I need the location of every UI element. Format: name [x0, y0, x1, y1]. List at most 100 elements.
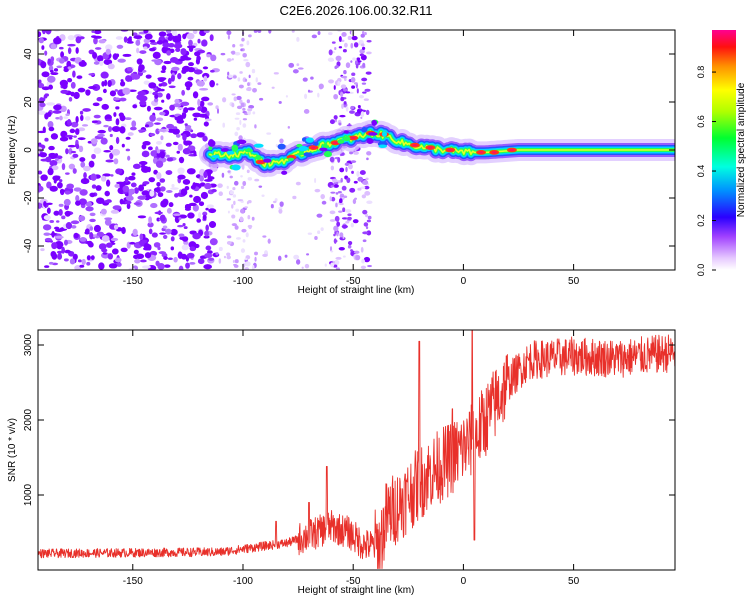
- spectrogram-peak-core: [509, 148, 515, 152]
- spectrogram-noise-blob: [59, 189, 65, 193]
- spectrogram-noise-blob: [208, 221, 217, 229]
- spectrogram-noise-blob: [77, 259, 82, 263]
- spectrogram-noise-blob: [111, 148, 121, 156]
- spectrogram-noise-blob: [108, 126, 113, 133]
- spectrogram-noise-blob: [142, 141, 151, 146]
- snr-xtick-label: -150: [123, 576, 143, 587]
- spectrogram-noise-blob: [356, 57, 361, 61]
- spectrogram-noise-blob: [63, 239, 68, 246]
- spectrogram-noise-blob: [333, 115, 338, 120]
- spectrogram-noise-blob: [333, 85, 336, 90]
- spectrogram-noise-blob: [63, 198, 71, 206]
- spectrogram-noise-blob: [366, 51, 372, 55]
- spectrogram-noise-blob: [238, 84, 244, 89]
- spectrogram-noise-blob: [193, 69, 203, 75]
- spectrogram-noise-blob: [100, 208, 107, 215]
- spectrogram-noise-blob: [68, 148, 73, 155]
- spectrogram-noise-blob: [203, 75, 208, 82]
- spectrogram-noise-blob: [364, 31, 367, 36]
- spectrogram-noise-blob: [227, 34, 230, 40]
- spectrogram-noise-blob: [281, 170, 288, 175]
- spectrogram-noise-blob: [236, 139, 247, 145]
- spectrogram-noise-blob: [339, 236, 346, 241]
- spectrogram-noise-blob: [203, 235, 210, 239]
- spectrogram-noise-blob: [292, 195, 297, 200]
- spectrogram-noise-blob: [58, 46, 64, 50]
- spectrogram-noise-blob: [351, 72, 356, 77]
- spectrogram-noise-blob: [333, 184, 339, 188]
- spectrogram-noise-blob: [78, 215, 86, 222]
- spectrogram-noise-blob: [306, 253, 310, 256]
- spectrogram-noise-blob: [255, 77, 258, 83]
- spectrogram-noise-blob: [89, 212, 96, 217]
- spectrogram-noise-blob: [232, 43, 236, 48]
- spectrogram-noise-blob: [164, 264, 171, 268]
- spectrogram-noise-blob: [201, 96, 210, 102]
- spectrogram-noise-blob: [252, 87, 257, 93]
- spectrogram-noise-blob: [198, 201, 205, 207]
- spectrogram-noise-blob: [181, 244, 189, 251]
- spectrogram-noise-blob: [333, 93, 339, 100]
- spectrogram-noise-blob: [122, 53, 132, 57]
- spectrogram-noise-blob: [188, 62, 194, 67]
- spectrogram-noise-blob: [353, 42, 359, 48]
- spectrogram-noise-blob: [207, 170, 211, 178]
- spectrogram-noise-blob: [85, 89, 91, 96]
- spectrogram-noise-blob: [244, 78, 248, 82]
- spectrogram-xtick-label: 50: [568, 276, 580, 287]
- spectrogram-noise-blob: [150, 203, 158, 209]
- spectrogram-noise-blob: [160, 82, 168, 87]
- spectrogram-noise-blob: [61, 163, 66, 171]
- spectrogram-noise-blob: [79, 237, 87, 242]
- spectrogram-noise-blob: [335, 192, 339, 195]
- spectrogram-noise-blob: [79, 189, 88, 196]
- spectrogram-noise-blob: [221, 172, 225, 178]
- spectrogram-noise-blob: [147, 146, 153, 151]
- spectrogram-noise-blob: [352, 57, 356, 61]
- spectrogram-noise-blob: [183, 140, 193, 146]
- spectrogram-noise-blob: [86, 261, 91, 266]
- spectrogram-noise-blob: [334, 46, 337, 51]
- spectrogram-noise-blob: [131, 73, 141, 80]
- spectrogram-noise-blob: [153, 242, 161, 248]
- spectrogram-noise-blob: [146, 105, 151, 112]
- spectrogram-noise-blob: [110, 209, 120, 214]
- spectrogram-noise-blob: [244, 149, 254, 153]
- spectrogram-noise-blob: [330, 262, 335, 268]
- spectrogram-noise-blob: [341, 217, 348, 220]
- spectrogram-noise-blob: [171, 30, 178, 37]
- spectrogram-noise-blob: [245, 61, 251, 68]
- spectrogram-noise-blob: [192, 232, 201, 240]
- spectrogram-noise-blob: [96, 55, 104, 62]
- colorbar-tick-label: 0.2: [696, 214, 706, 227]
- spectrogram-noise-blob: [177, 224, 184, 228]
- spectrogram-noise-blob: [88, 86, 97, 90]
- spectrogram-noise-blob: [359, 53, 365, 57]
- spectrogram-noise-blob: [226, 58, 232, 62]
- spectrogram-noise-blob: [321, 200, 327, 205]
- spectrogram-noise-blob: [67, 35, 75, 41]
- spectrogram-noise-blob: [257, 82, 262, 85]
- spectrogram-noise-blob: [119, 198, 124, 205]
- spectrogram-noise-blob: [102, 173, 111, 177]
- spectrogram-noise-blob: [163, 60, 172, 65]
- spectrogram-noise-blob: [85, 201, 92, 207]
- spectrogram-noise-blob: [93, 114, 101, 119]
- spectrogram-noise-blob: [63, 116, 69, 120]
- spectrogram-noise-blob: [60, 105, 67, 113]
- spectrogram-noise-blob: [337, 191, 342, 194]
- spectrogram-noise-blob: [366, 151, 372, 156]
- spectrogram-noise-blob: [242, 180, 247, 186]
- spectrogram-noise-blob: [203, 121, 209, 127]
- spectrogram-noise-blob: [133, 249, 139, 255]
- spectrogram-noise-blob: [360, 246, 364, 253]
- spectrogram-noise-blob: [365, 226, 369, 230]
- spectrogram-noise-blob: [356, 88, 359, 94]
- spectrogram-noise-blob: [307, 232, 313, 235]
- snr-ytick-label: 1000: [23, 483, 34, 506]
- spectrogram-noise-blob: [239, 119, 242, 126]
- spectrogram-noise-blob: [139, 259, 147, 263]
- spectrogram-noise-blob: [80, 114, 84, 122]
- spectrogram-ytick-label: 20: [23, 96, 34, 108]
- spectrogram-noise-blob: [220, 52, 226, 56]
